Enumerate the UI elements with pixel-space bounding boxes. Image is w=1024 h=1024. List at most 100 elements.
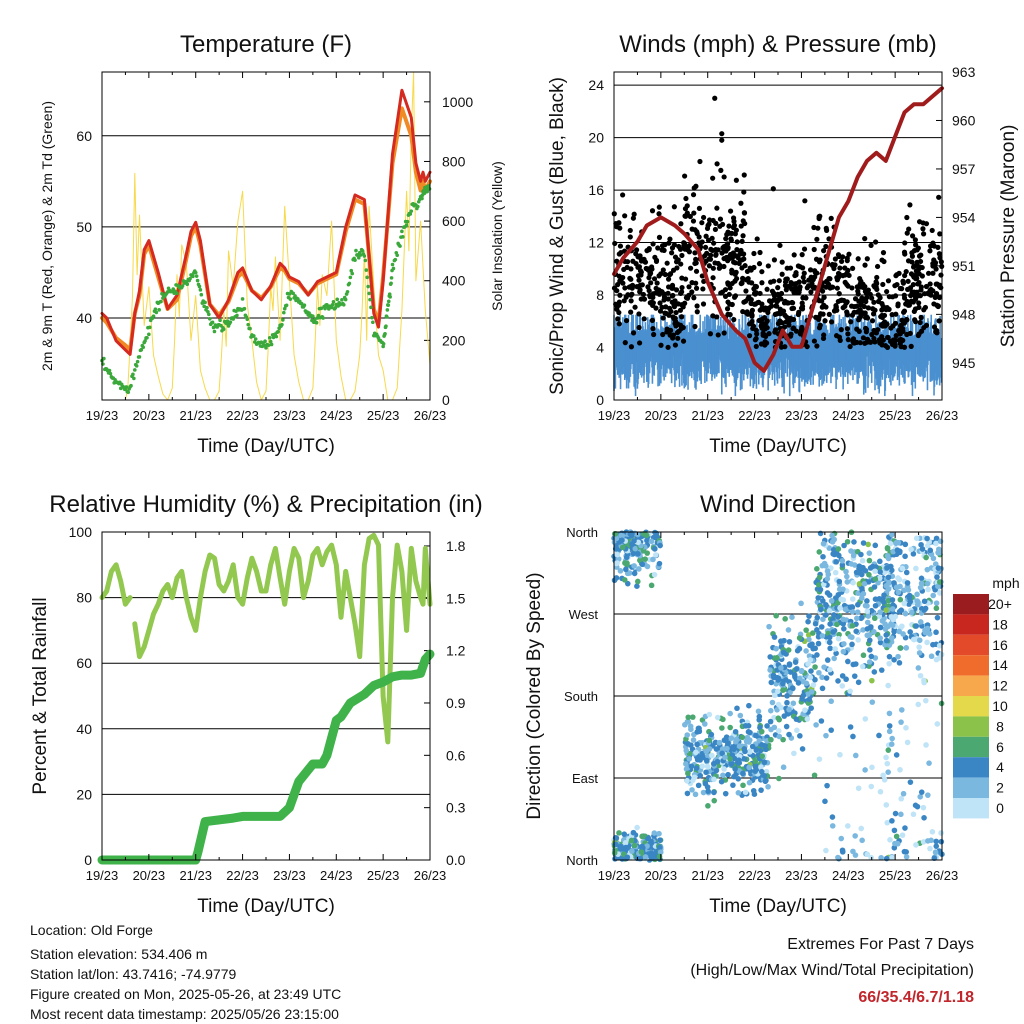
- gust-point: [816, 259, 823, 265]
- wind-direction-point: [926, 631, 933, 637]
- gust-point: [857, 281, 863, 287]
- wind-direction-point: [843, 568, 849, 575]
- wind-direction-point: [899, 623, 905, 630]
- gust-point: [874, 263, 881, 270]
- gust-point: [901, 344, 908, 350]
- gust-point: [668, 271, 674, 277]
- wind-direction-point: [876, 575, 883, 581]
- gust-point: [842, 272, 848, 278]
- dewpoint-point: [124, 385, 129, 389]
- wind-direction-point: [771, 634, 778, 640]
- gust-point: [654, 280, 660, 286]
- wind-direction-point: [623, 844, 629, 851]
- wind-direction-point: [732, 766, 738, 772]
- wind-direction-point: [706, 737, 713, 744]
- wind-direction-point: [860, 591, 867, 597]
- wind-direction-point: [771, 724, 778, 731]
- wind-direction-point: [833, 559, 840, 565]
- wind-direction-point: [810, 682, 817, 688]
- wind-direction-point: [774, 655, 780, 661]
- wind-direction-point: [719, 750, 726, 757]
- gust-point: [704, 225, 711, 232]
- wind-direction-point: [828, 698, 834, 705]
- y-tick-label: East: [572, 771, 598, 786]
- y-tick-label: 60: [76, 655, 92, 671]
- wind-direction-point: [934, 721, 941, 727]
- wind-direction-point: [817, 586, 824, 593]
- wind-direction-point: [844, 538, 851, 545]
- y-tick-label: 60: [76, 128, 92, 144]
- wind-direction-point: [639, 844, 646, 851]
- gust-point: [689, 280, 695, 286]
- gust-point: [627, 227, 633, 234]
- wind-direction-point: [685, 714, 692, 721]
- wind-direction-point: [820, 540, 827, 547]
- gust-point: [669, 285, 675, 291]
- dewpoint-point: [389, 276, 394, 280]
- gust-point: [913, 242, 919, 248]
- wind-direction-point: [810, 630, 816, 636]
- gust-point: [699, 220, 705, 226]
- wind-direction-point: [611, 850, 618, 856]
- gust-point: [721, 330, 727, 336]
- gust-point: [823, 225, 829, 231]
- gust-point: [858, 300, 864, 306]
- gust-point: [637, 253, 643, 259]
- wind-direction-point: [851, 539, 857, 545]
- wind-direction-point: [898, 719, 904, 725]
- legend-label: 6: [996, 739, 1004, 755]
- wind-direction-point: [758, 764, 764, 770]
- wind-direction-point: [912, 802, 919, 809]
- wind-direction-point: [872, 568, 878, 575]
- gust-point: [756, 317, 762, 324]
- dewpoint-point: [314, 320, 319, 325]
- gust-point: [821, 248, 827, 254]
- wind-direction-point: [910, 636, 917, 643]
- wind-direction-point: [835, 546, 842, 552]
- dewpoint-point: [367, 291, 371, 296]
- gust-point: [714, 205, 720, 211]
- wind-direction-point: [889, 635, 895, 641]
- gust-point: [826, 311, 832, 317]
- dewpoint-point: [353, 258, 357, 262]
- y-tick-label: 80: [76, 590, 92, 606]
- wind-direction-point: [740, 782, 746, 789]
- gust-point: [642, 259, 648, 265]
- wind-direction-point: [684, 777, 690, 784]
- gust-point: [658, 342, 664, 348]
- dewpoint-point: [218, 318, 222, 323]
- gust-point: [909, 253, 916, 259]
- y2-tick-label: 800: [442, 153, 466, 169]
- wind-direction-point: [758, 742, 765, 748]
- wind-direction-point: [786, 661, 793, 667]
- gust-point: [916, 279, 922, 286]
- legend-swatch: [953, 736, 989, 758]
- wind-direction-point: [854, 615, 860, 622]
- wind-direction-point: [648, 538, 655, 545]
- gust-point: [727, 208, 734, 214]
- wind-direction-point: [626, 570, 633, 576]
- gust-point: [837, 337, 843, 344]
- wind-direction-point: [885, 574, 892, 581]
- dewpoint-point: [276, 329, 280, 334]
- wind-direction-point: [749, 743, 756, 750]
- gust-point: [690, 218, 697, 224]
- gust-point: [616, 309, 622, 316]
- gust-point: [836, 271, 842, 277]
- gust-point: [714, 314, 720, 320]
- dewpoint-point: [245, 317, 250, 322]
- wind-direction-point: [918, 541, 924, 548]
- wind-direction-point: [611, 577, 618, 584]
- wind-direction-point: [913, 842, 919, 848]
- gust-point: [670, 335, 676, 341]
- gust-point: [713, 251, 719, 257]
- wind-direction-point: [873, 564, 879, 570]
- gust-point: [708, 252, 714, 258]
- gust-point: [641, 296, 648, 302]
- wind-direction-point: [798, 668, 805, 675]
- gust-point: [903, 268, 909, 275]
- wind-direction-point: [753, 732, 759, 739]
- gust-point: [657, 308, 664, 314]
- gust-point: [722, 293, 729, 300]
- wind-direction-point: [786, 706, 792, 713]
